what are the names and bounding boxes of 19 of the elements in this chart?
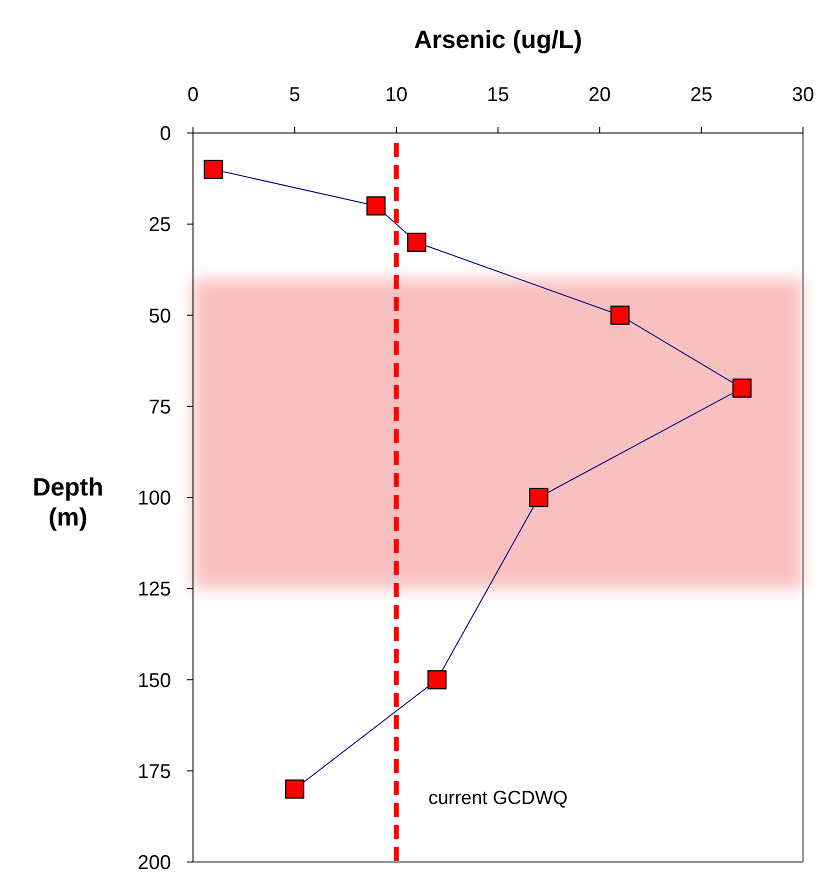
y-tick-label: 25 [148,214,171,236]
x-tick-label: 30 [792,84,814,106]
x-axis-title: Arsenic (ug/L) [414,26,582,54]
y-tick-label: 175 [138,760,171,783]
y-tick-label: 0 [160,123,171,145]
y-tick-label: 125 [138,578,171,601]
x-tick-label: 0 [187,84,199,106]
y-tick-label: 200 [138,852,171,874]
y-tick-label: 150 [138,670,171,692]
y-tick-label: 100 [138,488,171,510]
x-tick-label: 20 [588,84,611,106]
x-tick-label: 15 [486,84,510,106]
ref-line-label: current GCDWQ [428,788,568,809]
x-tick-label: 25 [690,84,712,106]
y-axis-title: Depth (m) [32,474,104,532]
y-tick-label: 50 [148,305,171,328]
x-tick-label: 5 [289,84,300,106]
y-tick-label: 75 [148,396,171,418]
x-tick-label: 10 [385,84,408,106]
